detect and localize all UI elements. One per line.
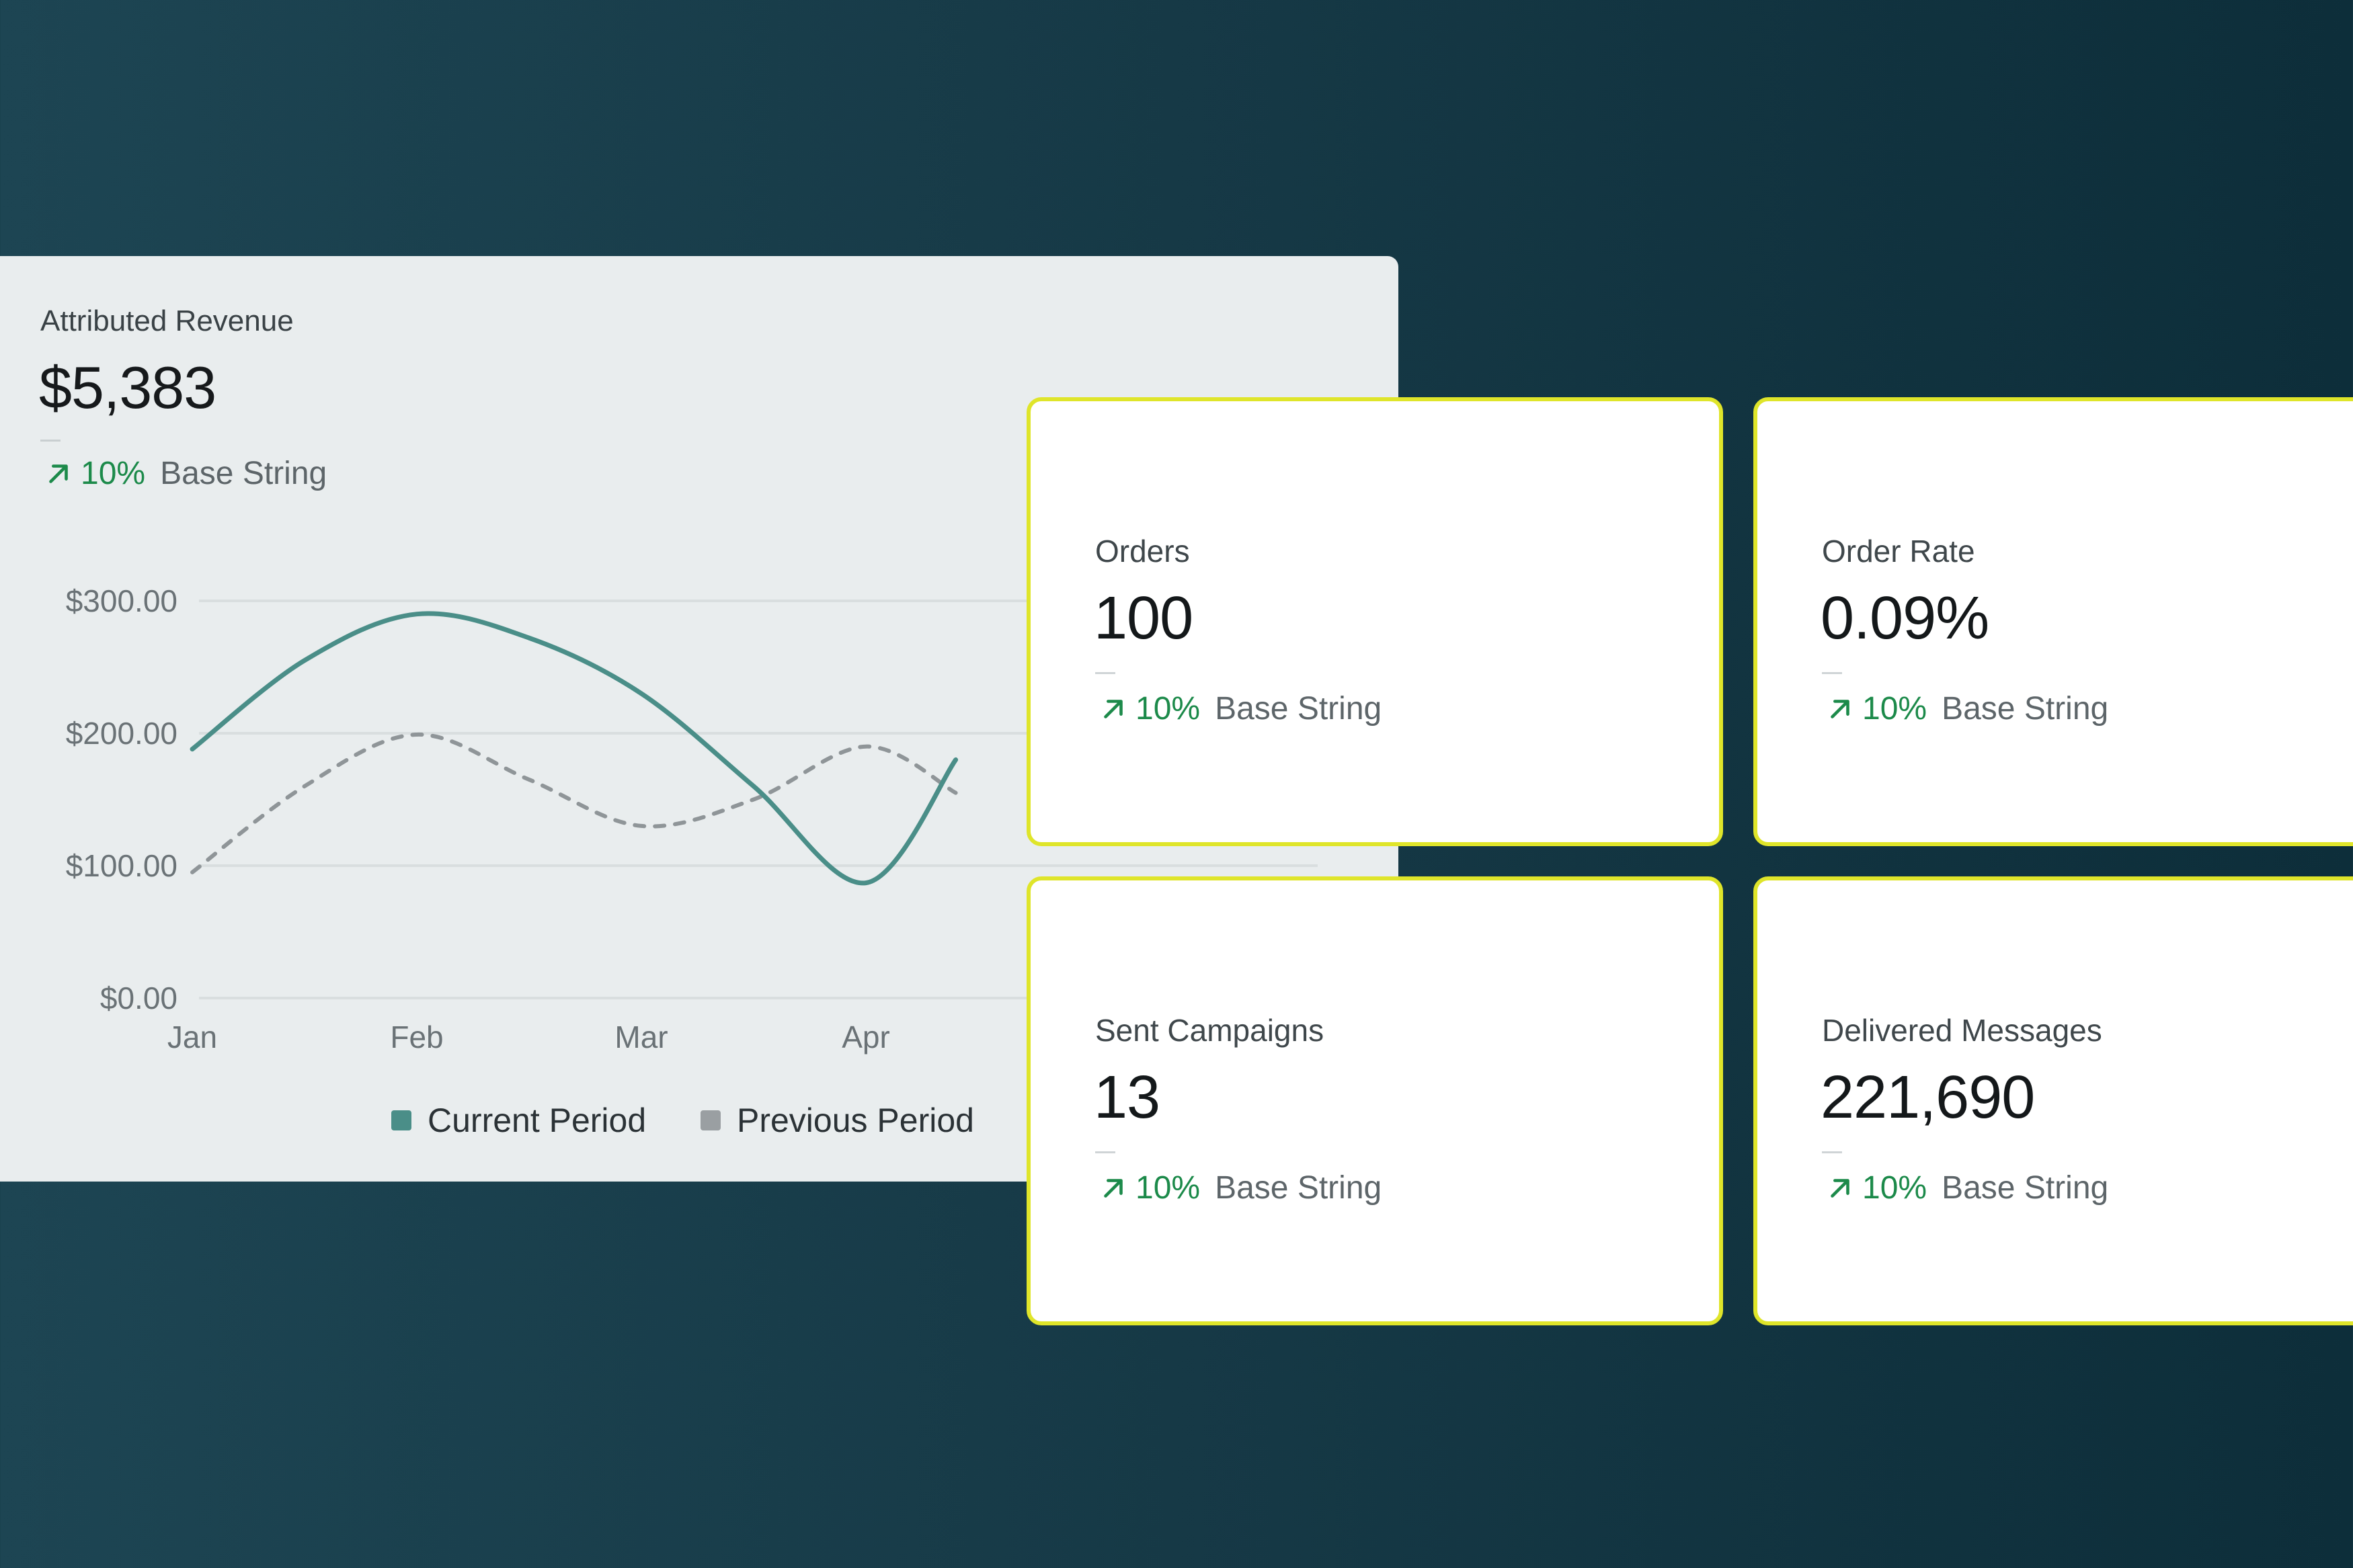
kpi-trend-pct: 10% bbox=[1862, 1170, 1927, 1206]
current-period-line bbox=[190, 611, 959, 886]
kpi-trend: 10% Base String bbox=[1825, 690, 2108, 727]
revenue-divider bbox=[40, 440, 61, 442]
arrow-up-right-icon bbox=[1104, 699, 1123, 718]
legend-previous[interactable]: Previous Period bbox=[701, 1101, 974, 1140]
legend-current-label: Current Period bbox=[428, 1102, 647, 1139]
x-tick-label: Apr bbox=[842, 1020, 890, 1055]
kpi-label: Order Rate bbox=[1822, 534, 1975, 569]
kpi-label: Orders bbox=[1095, 534, 1190, 569]
kpi-divider bbox=[1095, 672, 1115, 674]
kpi-trend: 10% Base String bbox=[1098, 690, 1382, 727]
revenue-trend-pct: 10% bbox=[81, 456, 146, 491]
x-tick-label: Mar bbox=[614, 1020, 668, 1055]
y-tick-label: $200.00 bbox=[66, 716, 177, 751]
y-tick-label: $0.00 bbox=[100, 981, 177, 1016]
arrow-up-right-icon bbox=[1104, 1178, 1123, 1198]
arrow-up-right-icon bbox=[49, 464, 68, 483]
y-tick-label: $100.00 bbox=[66, 848, 177, 883]
kpi-trend-pct: 10% bbox=[1862, 691, 1927, 727]
revenue-value: $5,383 bbox=[39, 354, 216, 421]
kpi-label: Sent Campaigns bbox=[1095, 1013, 1324, 1048]
x-tick-label: Jan bbox=[167, 1020, 217, 1055]
kpi-trend-pct: 10% bbox=[1135, 1170, 1201, 1206]
kpi-value: 0.09% bbox=[1821, 585, 1989, 652]
kpi-trend-label: Base String bbox=[1942, 1170, 2109, 1206]
kpi-divider bbox=[1822, 1151, 1842, 1153]
revenue-title: Attributed Revenue bbox=[40, 304, 294, 337]
kpi-value: 221,690 bbox=[1821, 1064, 2035, 1131]
kpi-divider bbox=[1822, 672, 1842, 674]
kpi-trend: 10% Base String bbox=[1098, 1169, 1382, 1206]
previous-period-line bbox=[190, 732, 958, 874]
kpi-value: 13 bbox=[1094, 1064, 1160, 1131]
arrow-up-right-icon bbox=[1831, 1178, 1849, 1198]
kpi-trend-label: Base String bbox=[1215, 691, 1382, 727]
kpi-value: 100 bbox=[1094, 585, 1193, 652]
kpi-trend-label: Base String bbox=[1942, 691, 2109, 727]
kpi-divider bbox=[1095, 1151, 1115, 1153]
kpi-card-order-rate[interactable]: Order Rate 0.09% 10% Base String bbox=[1753, 397, 2353, 846]
kpi-card-orders[interactable]: Orders 100 10% Base String bbox=[1027, 397, 1723, 846]
y-tick-label: $300.00 bbox=[66, 583, 177, 618]
revenue-trend-label: Base String bbox=[160, 456, 327, 491]
legend-previous-label: Previous Period bbox=[737, 1102, 974, 1139]
kpi-trend-label: Base String bbox=[1215, 1170, 1382, 1206]
revenue-trend: 10% Base String bbox=[43, 455, 327, 492]
legend-current-swatch bbox=[391, 1110, 411, 1130]
kpi-trend: 10% Base String bbox=[1825, 1169, 2108, 1206]
kpi-card-delivered-messages[interactable]: Delivered Messages 221,690 10% Base Stri… bbox=[1753, 876, 2353, 1325]
x-tick-label: Feb bbox=[390, 1020, 443, 1055]
legend-previous-swatch bbox=[701, 1110, 721, 1130]
legend-current[interactable]: Current Period bbox=[391, 1101, 646, 1140]
kpi-label: Delivered Messages bbox=[1822, 1013, 2102, 1048]
kpi-card-sent-campaigns[interactable]: Sent Campaigns 13 10% Base String bbox=[1027, 876, 1723, 1325]
arrow-up-right-icon bbox=[1831, 699, 1849, 718]
kpi-trend-pct: 10% bbox=[1135, 691, 1201, 727]
